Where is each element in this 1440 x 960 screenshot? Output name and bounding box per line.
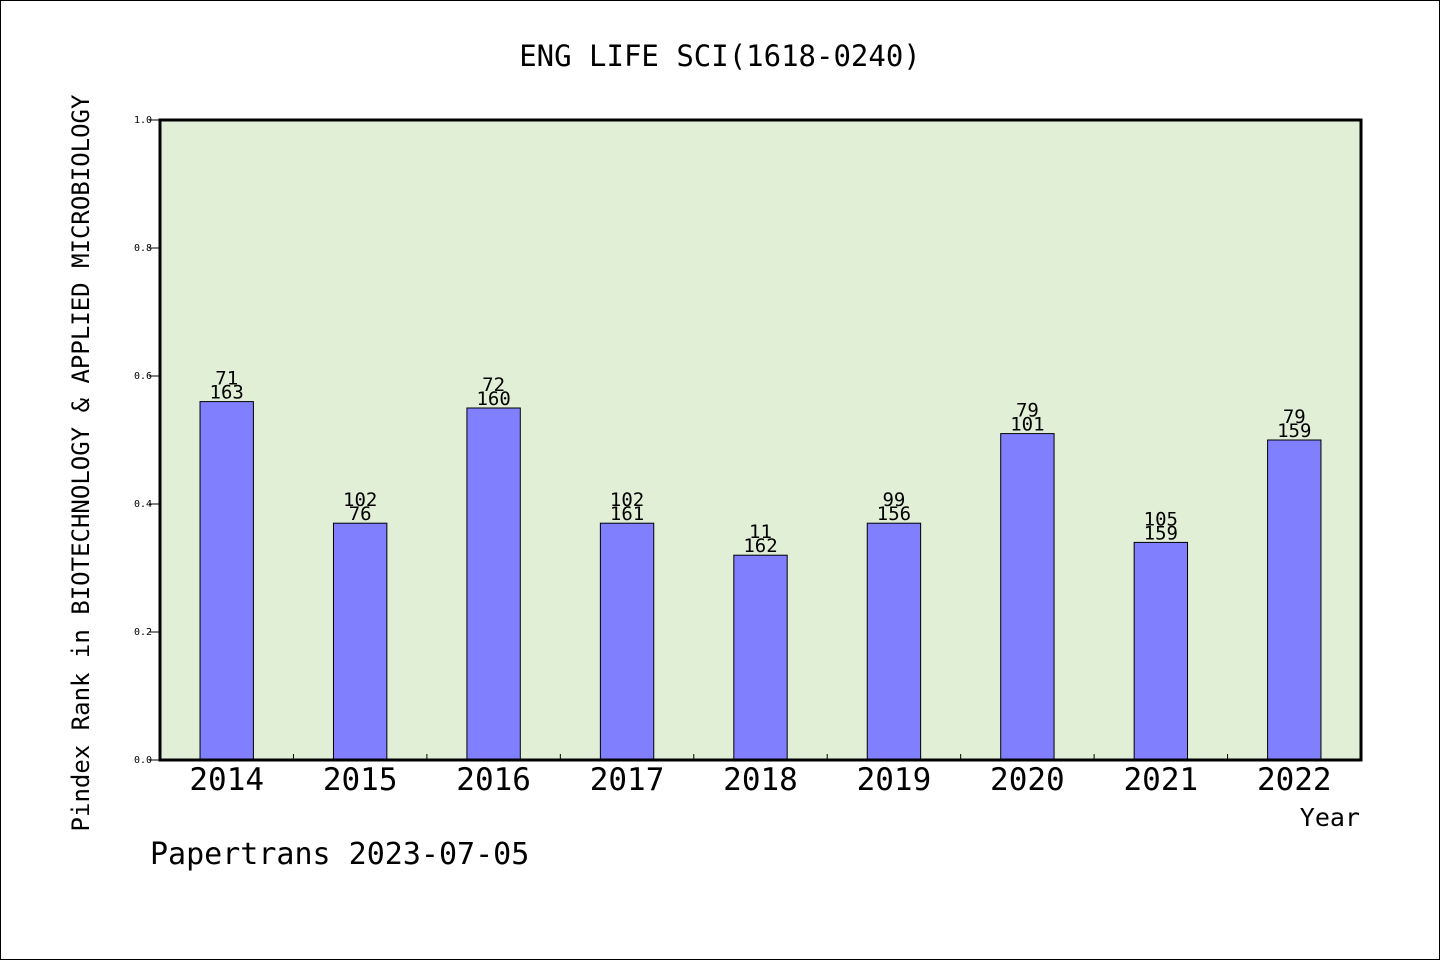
- bar-label-bottom-2021: 159: [1144, 522, 1178, 544]
- plot-border: [158, 118, 1363, 762]
- bar-2014: [199, 401, 254, 761]
- bar-label-bottom-2019: 156: [877, 503, 911, 525]
- y-tick-label: 0.0: [134, 755, 152, 766]
- x-tick-label-2014: 2014: [189, 762, 264, 798]
- bar-2015: [332, 522, 388, 761]
- x-axis: 2014 2015 2016 2017 2018 2019 2020 2021 2022: [189, 754, 1332, 798]
- y-tick-label: 0.8: [134, 243, 152, 254]
- bar-2020: [1000, 433, 1055, 761]
- bar-label-bottom-2014: 163: [210, 382, 244, 404]
- bar-label-top-2016: 72: [482, 374, 505, 396]
- bar-2022: [1267, 439, 1322, 761]
- x-tick-label-2019: 2019: [857, 762, 932, 798]
- x-tick-label-2018: 2018: [723, 762, 798, 798]
- bar-label-top-2019: 99: [882, 489, 905, 511]
- bar-label-bottom-2020: 101: [1010, 414, 1044, 436]
- x-tick-label-2021: 2021: [1124, 762, 1199, 798]
- bar-label-bottom-2015: 76: [349, 503, 372, 525]
- bar-label-bottom-2016: 160: [476, 388, 510, 410]
- y-axis: 0.0 0.2 0.4 0.6 0.8 1.0: [134, 115, 160, 766]
- bar-label-bottom-2018: 162: [743, 535, 777, 557]
- bar-labels-group: 7116310276721601021611116299156791011051…: [210, 368, 1312, 558]
- bar-label-top-2021: 105: [1144, 508, 1178, 530]
- bar-label-top-2020: 79: [1016, 400, 1039, 422]
- bar-2017: [599, 522, 655, 761]
- bar-2019: [866, 522, 922, 761]
- y-tick-label: 1.0: [134, 115, 152, 126]
- bar-label-bottom-2022: 159: [1277, 420, 1311, 442]
- x-tick-label-2022: 2022: [1257, 762, 1332, 798]
- x-tick-label-2015: 2015: [323, 762, 398, 798]
- bar-2016: [466, 407, 521, 761]
- x-tick-label-2017: 2017: [590, 762, 665, 798]
- bar-label-top-2017: 102: [610, 489, 644, 511]
- bars-group: [199, 401, 1322, 761]
- y-axis-label: Pindex Rank in BIOTECHNOLOGY & APPLIED M…: [67, 94, 95, 831]
- chart-title: ENG LIFE SCI(1618-0240): [519, 39, 921, 73]
- bar-label-top-2014: 71: [215, 368, 238, 390]
- y-tick-label: 0.4: [134, 499, 152, 510]
- bar-label-top-2018: 11: [749, 521, 772, 543]
- x-axis-label: Year: [1300, 803, 1360, 832]
- x-tick-label-2016: 2016: [456, 762, 531, 798]
- bar-2018: [733, 554, 788, 761]
- bar-2021: [1133, 541, 1189, 761]
- footer-credit: Papertrans 2023-07-05: [150, 837, 529, 872]
- x-tick-label-2020: 2020: [990, 762, 1065, 798]
- bar-label-top-2022: 79: [1283, 406, 1306, 428]
- bar-label-bottom-2017: 161: [610, 503, 644, 525]
- y-tick-label: 0.2: [134, 627, 152, 638]
- y-tick-label: 0.6: [134, 371, 152, 382]
- bar-label-top-2015: 102: [343, 489, 377, 511]
